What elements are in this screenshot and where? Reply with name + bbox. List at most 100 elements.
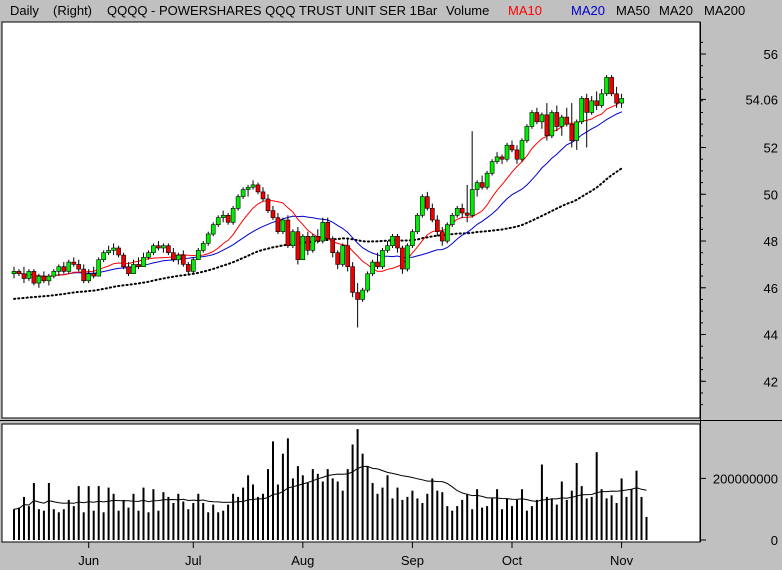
candle xyxy=(370,259,375,277)
candle xyxy=(285,215,291,248)
volume-bar xyxy=(107,487,110,540)
volume-bar xyxy=(501,509,503,540)
candle-body xyxy=(131,264,136,274)
candle xyxy=(181,250,186,267)
volume-bar xyxy=(595,452,598,540)
candle-body xyxy=(365,273,370,291)
price-tick-label: 54.06 xyxy=(745,92,778,107)
volume-bar xyxy=(102,512,105,540)
volume-bar xyxy=(97,486,100,540)
candle-body xyxy=(554,112,560,127)
candle xyxy=(474,180,480,197)
volume-bar xyxy=(630,489,633,540)
volume-bar xyxy=(575,463,578,540)
candle-body xyxy=(345,245,351,267)
candle-body xyxy=(300,236,306,261)
candle xyxy=(504,142,510,162)
candle xyxy=(355,283,360,328)
volume-bar xyxy=(212,504,215,540)
candle xyxy=(166,243,171,256)
candle xyxy=(126,262,131,277)
candle xyxy=(340,243,346,267)
candle-body xyxy=(434,219,440,232)
volume-bar xyxy=(356,429,359,540)
candle-body xyxy=(161,245,166,249)
volume-bar xyxy=(545,496,548,540)
candle xyxy=(21,266,27,284)
candle xyxy=(116,245,121,258)
candle-body xyxy=(380,250,385,268)
candle xyxy=(275,213,281,234)
candle-body xyxy=(594,100,600,106)
header-axis-side: (Right) xyxy=(53,3,92,18)
candle-body xyxy=(509,144,515,151)
volume-ma-line xyxy=(13,465,647,510)
candle-body xyxy=(250,184,256,188)
candle xyxy=(171,248,176,263)
candle xyxy=(250,180,256,190)
candle-body xyxy=(569,123,575,141)
volume-bar xyxy=(62,509,65,540)
volume-axis: 0 200000000 xyxy=(700,471,778,548)
candle-body xyxy=(524,126,530,141)
volume-bar xyxy=(391,498,394,540)
volume-bar xyxy=(227,504,230,540)
candle xyxy=(549,110,555,139)
candle-body xyxy=(464,212,470,216)
volume-bar xyxy=(77,486,80,540)
volume-bar xyxy=(301,475,304,540)
candle-body xyxy=(196,250,201,260)
candle xyxy=(240,187,246,199)
candle xyxy=(424,191,430,211)
candle xyxy=(514,145,520,164)
candle xyxy=(469,131,475,218)
volume-bar xyxy=(406,496,409,540)
candle xyxy=(345,238,351,272)
month-label: Nov xyxy=(610,553,634,568)
candle-body xyxy=(310,236,316,251)
candle xyxy=(76,259,81,272)
candle-body xyxy=(26,271,32,279)
volume-bar xyxy=(232,493,235,540)
month-label: Aug xyxy=(291,553,314,568)
candle-body xyxy=(469,189,475,216)
volume-bar xyxy=(162,492,165,540)
header-volume: Volume xyxy=(446,3,489,18)
candle xyxy=(16,269,22,277)
candle xyxy=(584,93,590,148)
volume-bar xyxy=(426,493,429,540)
volume-bar xyxy=(481,507,484,540)
candle-body xyxy=(534,112,540,123)
candle-body xyxy=(81,268,86,282)
candle xyxy=(210,222,216,237)
legend-ma20-volume: MA20 xyxy=(659,3,693,18)
volume-bar xyxy=(451,510,454,540)
volume-bar xyxy=(565,499,568,540)
candle xyxy=(574,119,580,150)
candle-body xyxy=(235,196,241,209)
month-label: Oct xyxy=(502,553,523,568)
candle-body xyxy=(355,292,360,300)
candle-body xyxy=(96,259,101,277)
candle xyxy=(335,250,341,270)
candle-body xyxy=(415,215,420,233)
candle xyxy=(619,93,624,108)
candle-body xyxy=(146,252,151,258)
volume-bar xyxy=(436,490,439,540)
candle-body xyxy=(280,219,286,232)
candle xyxy=(81,264,86,284)
candle xyxy=(315,229,321,244)
ma20-path xyxy=(13,111,623,277)
candle xyxy=(121,252,126,270)
candle-body xyxy=(126,266,131,275)
candle-body xyxy=(400,247,405,270)
candle-body xyxy=(454,208,460,216)
price-tick-label: 56 xyxy=(764,47,778,62)
candle xyxy=(415,213,420,234)
volume-bar xyxy=(635,470,638,540)
candle xyxy=(380,248,385,270)
candle-body xyxy=(181,254,186,265)
volume-bars xyxy=(13,429,648,540)
candle xyxy=(26,269,32,281)
